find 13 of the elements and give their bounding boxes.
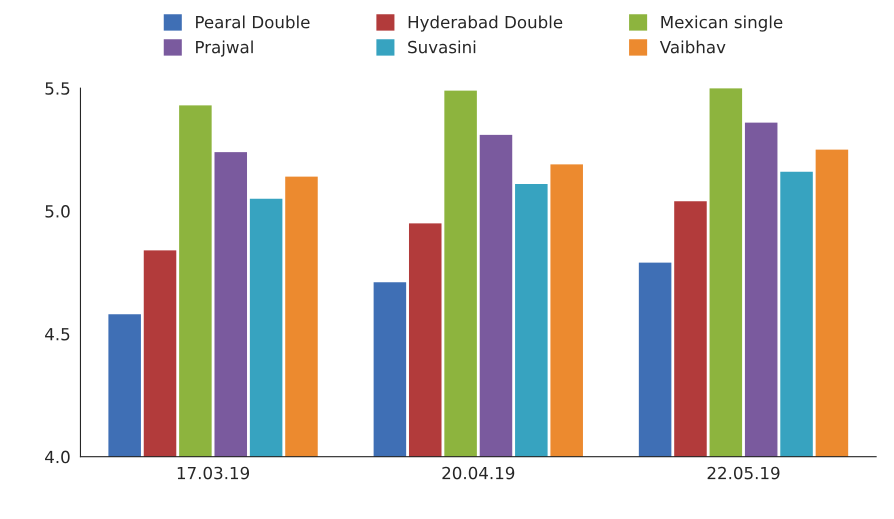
x-tick-label: 22.05.19 [708,466,780,480]
x-tick-label: 17.03.19 [178,466,250,480]
legend-label: Vaibhav [660,40,726,54]
legend-label: Prajwal [196,40,253,57]
legend-label: Hyderabad Double [408,16,562,32]
y-tick-label: 4.0 [45,450,70,464]
y-tick-label: 5.5 [46,82,70,95]
y-tick-label: 4.5 [45,328,70,340]
legend-label: Suvasini [408,40,476,54]
legend-label: Pearal Double [196,16,310,28]
x-tick-label: 20.04.19 [442,466,514,480]
legend-label: Mexican single [661,16,782,32]
y-tick-label: 5.0 [46,205,70,218]
